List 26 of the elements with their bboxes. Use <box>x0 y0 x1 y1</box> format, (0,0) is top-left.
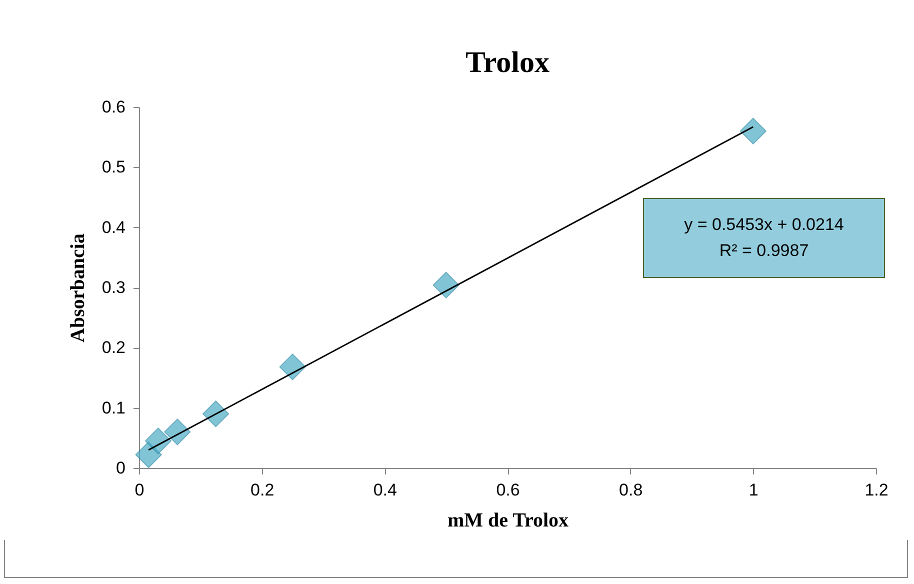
y-tick-label: 0.4 <box>102 218 126 237</box>
point <box>144 428 172 454</box>
y-tick-label: 0 <box>116 458 126 478</box>
text-box: y = 0.5453x + 0.0214 R² = 0.9987 <box>643 198 885 278</box>
x-tick-label: 1 <box>748 480 758 500</box>
point <box>432 272 460 298</box>
chart-title: Trolox <box>466 46 550 79</box>
y-tick-label: 0.6 <box>102 98 126 116</box>
y-axis-title: Absorbancia <box>66 234 89 342</box>
x-axis-title: mM de Trolox <box>447 510 569 532</box>
point <box>740 118 766 144</box>
y-tick-label: 0.1 <box>102 398 126 418</box>
y-tick-label: 0.2 <box>102 338 126 358</box>
annotation: y = 0.5453x + 0.0214 <box>683 214 845 236</box>
point <box>164 418 191 446</box>
annotation: R² = 0.9987 <box>718 240 810 262</box>
y-tick-label: 0.3 <box>102 278 126 297</box>
x-tick-label: 0.6 <box>496 480 520 500</box>
x-tick-label: 0.8 <box>619 480 643 500</box>
point <box>202 400 230 428</box>
x-tick-label: 1.2 <box>864 480 888 500</box>
y-tick-label: 0.5 <box>102 158 126 177</box>
x-tick-label: 0.2 <box>250 480 274 500</box>
point <box>279 354 306 380</box>
x-tick-label: 0.4 <box>373 480 397 500</box>
x-tick-label: 0 <box>134 480 144 500</box>
